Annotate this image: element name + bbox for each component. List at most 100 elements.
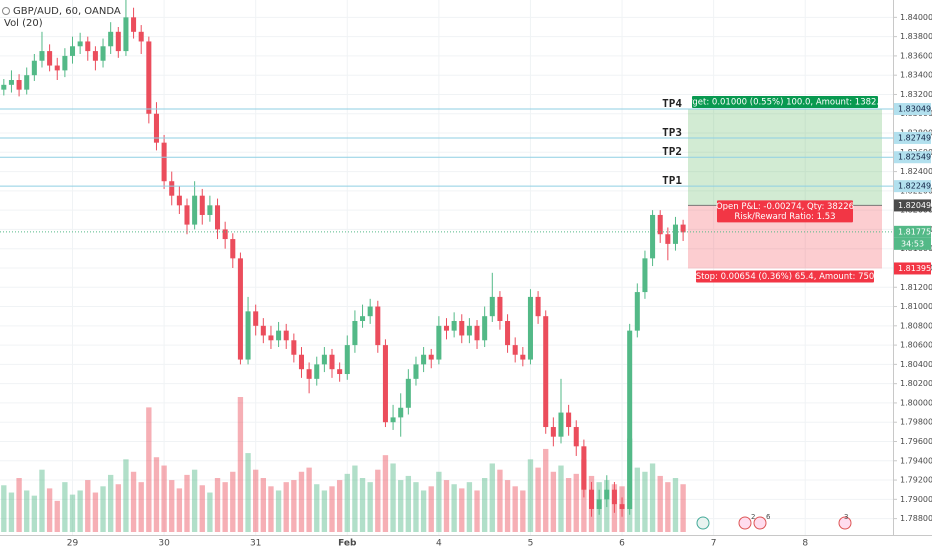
event-marker <box>738 516 752 530</box>
candle-body <box>398 407 404 418</box>
volume-bar <box>176 488 183 532</box>
y-tick-label: 1.81000 <box>900 302 932 311</box>
candle-body <box>672 224 678 244</box>
candle-body <box>657 214 663 235</box>
volume-bar <box>436 471 442 532</box>
volume-bar <box>657 475 663 532</box>
x-tick-label: 31 <box>250 539 261 549</box>
x-tick-label: Feb <box>338 539 357 549</box>
tp-label: TP2 <box>662 145 682 158</box>
candle-body <box>451 321 457 331</box>
volume-bar <box>146 407 152 532</box>
y-tick-label: 1.80200 <box>900 379 932 388</box>
y-tick-label: 1.83200 <box>900 90 932 99</box>
target-label-bg <box>692 96 878 109</box>
volume-bar <box>390 463 396 532</box>
candle-body <box>146 41 152 114</box>
volume-bar <box>428 486 434 532</box>
candle-body <box>466 325 472 336</box>
volume-bar <box>191 469 198 532</box>
candle-body <box>161 142 167 182</box>
candle-body <box>100 46 106 61</box>
x-tick-label: 30 <box>158 539 170 549</box>
price-label-bg <box>894 151 931 164</box>
volume <box>1 397 686 532</box>
y-tick-label: 1.80400 <box>900 360 932 369</box>
candle-body <box>558 412 564 437</box>
volume-bar <box>268 486 274 532</box>
volume-bar <box>62 482 68 532</box>
price-label: 1.81395 <box>898 264 931 273</box>
candle-body <box>489 296 495 317</box>
candle-body <box>497 296 503 321</box>
candle-body <box>108 31 114 47</box>
stop-label: Stop: 0.00654 (0.36%) 65.4, Amount: 750 <box>696 272 875 282</box>
candle-body <box>253 311 259 326</box>
volume-bar <box>138 482 144 532</box>
candle-body <box>428 354 434 360</box>
volume-bar <box>336 480 343 532</box>
price-label: 1.82049 <box>898 201 931 210</box>
candle-body <box>520 354 526 360</box>
candle-body <box>222 229 228 240</box>
volume-bar <box>413 482 419 532</box>
volume-bar <box>375 469 381 532</box>
volume-bar <box>367 482 373 532</box>
candle-body <box>192 195 198 225</box>
volume-bar <box>130 471 137 532</box>
volume-bar <box>558 465 564 532</box>
price-label-bg <box>894 225 931 238</box>
x-tick-label: 6 <box>619 539 625 549</box>
candle-body <box>276 330 282 341</box>
volume-bar <box>497 469 503 532</box>
volume-bar <box>321 490 328 532</box>
volume-bar <box>260 478 266 532</box>
volume-bar <box>573 473 579 532</box>
y-tick-label: 1.82400 <box>900 167 932 176</box>
y-tick-label: 1.81200 <box>900 283 932 292</box>
candle-body <box>596 499 602 509</box>
candle-body <box>505 321 511 346</box>
candle-body <box>352 321 358 346</box>
price-label-bg <box>894 199 931 212</box>
volume-bar <box>474 490 480 532</box>
chart-title: GBP/AUD, 60, OANDA <box>13 6 121 17</box>
candle-body <box>184 205 190 225</box>
candle-body <box>283 330 289 341</box>
volume-bar <box>512 486 518 532</box>
event-count: 3 <box>844 513 848 521</box>
rr-label-bg <box>717 210 853 223</box>
candle-body <box>344 345 350 375</box>
volume-bar <box>642 471 648 532</box>
volume-bar <box>1 485 7 532</box>
y-tick-label: 1.80600 <box>900 341 932 350</box>
legend: GBP/AUD, 60, OANDA Vol (20) <box>2 6 121 29</box>
y-tick-label: 1.83600 <box>900 51 932 60</box>
volume-bar <box>222 482 228 532</box>
volume-bar <box>92 492 99 532</box>
volume-bar <box>527 459 534 532</box>
volume-bar <box>39 469 45 532</box>
y-tick-label: 1.79000 <box>900 495 932 504</box>
volume-label: Vol (20) <box>4 18 43 29</box>
volume-bar <box>161 465 167 532</box>
volume-bar <box>459 488 465 532</box>
candle-body <box>550 427 556 437</box>
candle-body <box>360 316 366 321</box>
x-tick-label: 5 <box>528 539 534 549</box>
volume-bar <box>344 473 350 532</box>
candle-body <box>115 31 121 52</box>
volume-bar <box>245 453 251 532</box>
countdown-bg <box>894 237 931 250</box>
countdown: 34:53 <box>901 239 924 248</box>
volume-bar <box>275 490 282 532</box>
volume-bar <box>184 474 190 532</box>
event-marker <box>696 516 710 530</box>
volume-bar <box>329 486 335 532</box>
candle-body <box>611 489 617 505</box>
event-count: 6 <box>766 513 771 521</box>
candle-body <box>291 340 297 355</box>
candle-body <box>459 321 465 336</box>
price-label: 1.82249 <box>898 182 931 191</box>
candle-body <box>573 427 579 447</box>
